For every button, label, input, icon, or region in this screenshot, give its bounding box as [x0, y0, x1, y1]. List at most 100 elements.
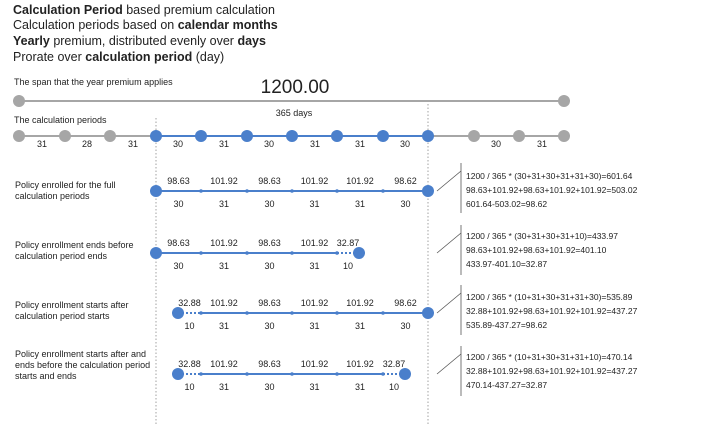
- policy-amount-label: 32.87: [337, 238, 360, 248]
- equation-row0-line3: 601.64-503.02=98.62: [466, 199, 548, 209]
- row-label-starts-after: Policy enrollment starts after calculati…: [15, 300, 129, 321]
- policy-amount-label: 32.88: [178, 359, 201, 369]
- equation-row2-line3: 535.89-437.27=98.62: [466, 320, 548, 330]
- policy-amount-label: 98.62: [394, 176, 417, 186]
- policy-amount-label: 101.92: [301, 359, 329, 369]
- equation-row2-line2: 32.88+101.92+98.63+101.92+101.92=437.27: [466, 306, 638, 316]
- policy-days-label: 30: [400, 321, 410, 331]
- policy-days-label: 31: [219, 261, 229, 271]
- period-days-label: 30: [491, 139, 501, 149]
- period-days-label: 31: [355, 139, 365, 149]
- period-node: [59, 130, 71, 142]
- row-label-starts-and-ends: Policy enrollment starts after and ends …: [15, 349, 151, 381]
- period-days-label: 30: [400, 139, 410, 149]
- policy-amount-label: 101.92: [346, 176, 374, 186]
- policy-tick-node: [245, 311, 249, 315]
- equation-row1-line2: 98.63+101.92+98.63+101.92=401.10: [466, 245, 607, 255]
- equation-connector: [436, 292, 462, 314]
- period-node: [150, 130, 162, 142]
- periods-label: The calculation periods: [14, 115, 107, 125]
- equation-connector: [436, 232, 462, 254]
- policy-amount-label: 98.63: [258, 176, 281, 186]
- period-node: [377, 130, 389, 142]
- policy-days-label: 10: [184, 321, 194, 331]
- policy-amount-label: 101.92: [210, 359, 238, 369]
- policy-amount-label: 98.63: [167, 176, 190, 186]
- policy-amount-label: 98.62: [394, 298, 417, 308]
- policy-tick-node: [335, 189, 339, 193]
- header-line-4: Prorate over calculation period (day): [13, 50, 225, 64]
- policy-days-label: 31: [219, 382, 229, 392]
- policy-tick-node: [199, 251, 203, 255]
- period-node: [468, 130, 480, 142]
- policy-tick-node: [335, 372, 339, 376]
- policy-tick-node: [335, 251, 339, 255]
- policy-tick-node: [199, 311, 203, 315]
- policy-end-node: [353, 247, 365, 259]
- policy-days-label: 30: [173, 199, 183, 209]
- row-label-full: Policy enrolled for the full calculation…: [15, 180, 116, 201]
- policy-days-label: 31: [355, 321, 365, 331]
- policy-days-label: 31: [355, 382, 365, 392]
- span-end-node: [558, 95, 570, 107]
- span-label: The span that the year premium applies: [14, 77, 173, 87]
- policy-days-label: 31: [309, 321, 319, 331]
- policy-days-label: 31: [309, 199, 319, 209]
- policy-days-label: 10: [389, 382, 399, 392]
- equation-row3-line3: 470.14-437.27=32.87: [466, 380, 548, 390]
- period-node: [286, 130, 298, 142]
- period-days-label: 30: [173, 139, 183, 149]
- span-amount: 1200.00: [260, 77, 330, 98]
- period-days-label: 30: [264, 139, 274, 149]
- policy-tick-node: [381, 189, 385, 193]
- policy-tick-node: [199, 189, 203, 193]
- policy-days-label: 30: [264, 382, 274, 392]
- policy-amount-label: 101.92: [346, 359, 374, 369]
- period-node: [558, 130, 570, 142]
- period-node: [104, 130, 116, 142]
- policy-amount-label: 101.92: [210, 298, 238, 308]
- policy-amount-label: 101.92: [301, 238, 329, 248]
- period-days-label: 31: [310, 139, 320, 149]
- policy-end-node: [422, 185, 434, 197]
- policy-days-label: 30: [400, 199, 410, 209]
- policy-tick-node: [290, 311, 294, 315]
- policy-amount-label: 98.63: [167, 238, 190, 248]
- policy-end-node: [150, 185, 162, 197]
- policy-tick-node: [245, 189, 249, 193]
- policy-amount-label: 32.87: [383, 359, 406, 369]
- policy-days-label: 31: [219, 321, 229, 331]
- period-node: [513, 130, 525, 142]
- policy-end-node: [172, 307, 184, 319]
- policy-end-node: [422, 307, 434, 319]
- policy-days-label: 31: [309, 382, 319, 392]
- header-line-2: Calculation periods based on calendar mo…: [13, 18, 278, 32]
- equation-connector: [436, 170, 462, 192]
- period-days-label: 31: [219, 139, 229, 149]
- equation-row2-line1: 1200 / 365 * (10+31+30+31+31+30)=535.89: [466, 292, 633, 302]
- row-label-ends-before: Policy enrollment ends before calculatio…: [15, 240, 134, 261]
- policy-amount-label: 98.63: [258, 238, 281, 248]
- span-days: 365 days: [275, 108, 313, 118]
- policy-amount-label: 98.63: [258, 298, 281, 308]
- equation-connector: [436, 353, 462, 375]
- equation-row1-line3: 433.97-401.10=32.87: [466, 259, 548, 269]
- header-line-1: Calculation Period based premium calcula…: [13, 3, 275, 17]
- policy-amount-label: 98.63: [258, 359, 281, 369]
- policy-amount-label: 101.92: [346, 298, 374, 308]
- policy-amount-label: 101.92: [301, 176, 329, 186]
- span-start-node: [13, 95, 25, 107]
- period-days-label: 31: [128, 139, 138, 149]
- period-days-label: 28: [82, 139, 92, 149]
- period-node: [241, 130, 253, 142]
- policy-end-node: [399, 368, 411, 380]
- policy-days-label: 10: [343, 261, 353, 271]
- policy-tick-node: [245, 251, 249, 255]
- policy-tick-node: [381, 311, 385, 315]
- policy-amount-label: 101.92: [210, 176, 238, 186]
- policy-days-label: 30: [264, 199, 274, 209]
- policy-days-label: 10: [184, 382, 194, 392]
- policy-tick-node: [245, 372, 249, 376]
- policy-amount-label: 101.92: [301, 298, 329, 308]
